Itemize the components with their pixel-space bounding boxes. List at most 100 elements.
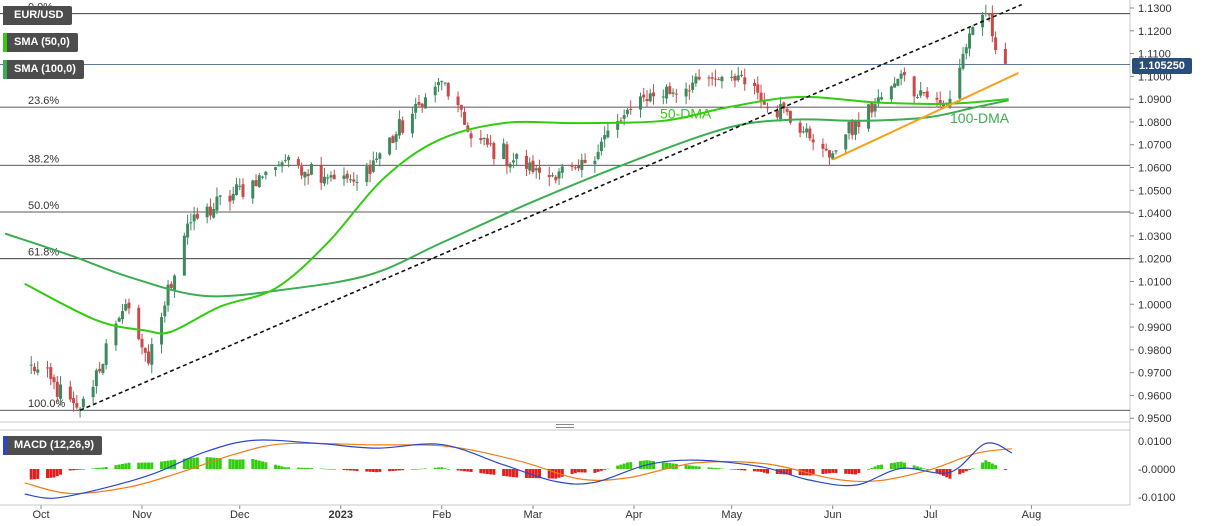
indicator-lines xyxy=(4,3,1022,411)
candle-up xyxy=(606,130,610,138)
macd-histogram-bar xyxy=(150,462,154,469)
candle-down xyxy=(547,175,551,177)
macd-histogram-bar xyxy=(739,469,743,471)
candle-down xyxy=(147,351,151,364)
macd-histogram-bar xyxy=(91,468,95,469)
candle-down xyxy=(241,184,245,197)
candle-up xyxy=(29,364,33,366)
fib-label: 38.2% xyxy=(28,153,59,165)
macd-histogram-bar xyxy=(551,469,555,479)
macd-histogram-bar xyxy=(388,469,392,472)
macd-legend[interactable]: MACD (12,26,9) xyxy=(3,436,103,455)
macd-histogram-bar xyxy=(94,468,98,469)
candle-up xyxy=(958,67,962,99)
candle-down xyxy=(208,206,212,216)
macd-histogram-bar xyxy=(668,463,672,469)
macd-histogram-bar xyxy=(880,464,884,469)
macd-histogram-bar xyxy=(264,462,268,469)
candle-down xyxy=(762,100,766,105)
rising-trendline xyxy=(79,3,1022,411)
candle-up xyxy=(661,96,665,98)
macd-histogram-bar xyxy=(78,469,82,470)
time-tick-label: Apr xyxy=(625,509,642,521)
macd-histogram-bar xyxy=(182,458,186,469)
candle-up xyxy=(251,180,255,199)
panel-resize-handle[interactable] xyxy=(556,424,574,430)
candle-down xyxy=(489,143,493,145)
price-tick-label: 1.1300 xyxy=(1138,3,1172,15)
sma50-legend[interactable]: SMA (50,0) xyxy=(3,33,78,52)
candle-up xyxy=(365,166,369,183)
candle-up xyxy=(684,88,688,97)
candle-down xyxy=(775,110,779,118)
macd-histogram-bar xyxy=(355,469,359,471)
candle-up xyxy=(964,47,968,54)
macd-histogram-bar xyxy=(117,464,121,469)
macd-histogram-bar xyxy=(46,469,50,479)
macd-histogram-bar xyxy=(420,468,424,470)
macd-histogram-bar xyxy=(811,469,815,476)
candle-up xyxy=(443,82,447,84)
sma50-swatch xyxy=(3,33,7,52)
price-tick-label: 1.0700 xyxy=(1138,140,1172,152)
sma100-legend[interactable]: SMA (100,0) xyxy=(3,60,84,79)
macd-histogram-bar xyxy=(648,460,652,469)
candle-down xyxy=(524,155,528,169)
macd-histogram-bar xyxy=(782,469,786,475)
candle-down xyxy=(827,150,831,158)
price-tick-label: 1.0600 xyxy=(1138,163,1172,175)
candle-up xyxy=(261,176,265,178)
macd-histogram-bar xyxy=(736,469,740,470)
candle-down xyxy=(531,160,535,172)
candle-up xyxy=(349,179,353,181)
candle-up xyxy=(173,275,177,291)
macd-histogram-bar xyxy=(208,457,212,469)
candle-up xyxy=(599,141,603,152)
candle-down xyxy=(319,165,323,183)
candle-up xyxy=(440,80,444,82)
candle-down xyxy=(140,338,144,348)
candle-up xyxy=(234,184,238,196)
candle-down xyxy=(391,136,395,144)
macd-histogram-bar xyxy=(912,465,916,469)
macd-histogram-bar xyxy=(375,469,379,473)
candle-up xyxy=(551,175,555,177)
macd-histogram-bar xyxy=(166,460,170,469)
candle-down xyxy=(756,84,760,93)
candle-up xyxy=(691,82,695,90)
time-tick-label: Nov xyxy=(132,509,152,521)
candle-up xyxy=(94,370,98,387)
macd-histogram-bar xyxy=(876,465,880,469)
macd-histogram-bar xyxy=(896,462,900,469)
candle-down xyxy=(857,119,861,128)
macd-histogram-bar xyxy=(560,469,564,477)
price-tick-label: 1.0800 xyxy=(1138,117,1172,129)
macd-histogram-bar xyxy=(257,460,261,469)
candle-down xyxy=(753,82,757,86)
symbol-legend[interactable]: EUR/USD xyxy=(3,6,72,25)
candle-down xyxy=(446,82,450,97)
candle-down xyxy=(645,98,649,102)
candle-up xyxy=(873,104,877,112)
candle-up xyxy=(580,159,584,170)
candle-down xyxy=(811,139,815,143)
candle-up xyxy=(622,115,626,119)
macd-histogram-bar xyxy=(332,469,336,470)
macd-histogram-bar xyxy=(984,460,988,469)
macd-histogram-bar xyxy=(808,469,812,476)
macd-histogram-bar xyxy=(922,468,926,469)
candle-down xyxy=(459,104,463,110)
macd-histogram-bar xyxy=(417,468,421,470)
candle-up xyxy=(779,104,783,120)
candle-up xyxy=(844,134,848,150)
candle-down xyxy=(642,94,646,98)
chart-annotations: 50-DMA 100-DMA xyxy=(660,106,1010,127)
time-tick-label: Jul xyxy=(923,509,937,521)
macd-histogram-bar xyxy=(443,468,447,469)
fib-label: 50.0% xyxy=(28,200,59,212)
macd-histogram-bar xyxy=(867,469,871,470)
candle-up xyxy=(150,344,154,365)
price-tick-label: 1.1000 xyxy=(1138,71,1172,83)
candle-down xyxy=(296,159,300,166)
candle-down xyxy=(935,97,939,100)
